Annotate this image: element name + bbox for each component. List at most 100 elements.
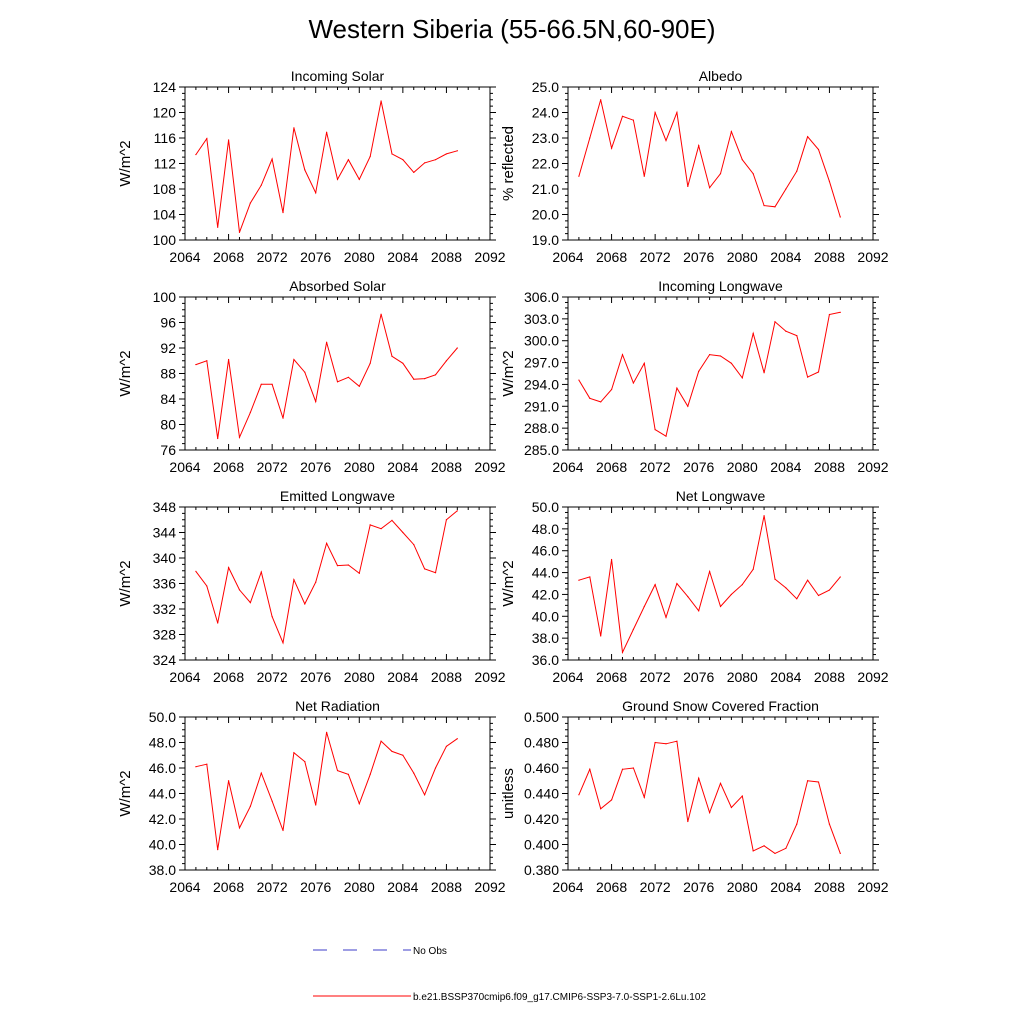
data-point [195, 363, 197, 366]
data-point [271, 800, 273, 802]
y-tick-label: 0.420 [524, 811, 559, 827]
data-point [315, 804, 317, 806]
x-tick-label: 2064 [552, 249, 583, 265]
data-point [304, 761, 306, 763]
data-point [217, 437, 219, 440]
y-tick-label: 42.0 [149, 811, 176, 827]
data-point [709, 353, 711, 356]
data-point [347, 376, 349, 378]
data-point [687, 596, 689, 598]
data-point [610, 147, 613, 149]
plot-frame [567, 506, 874, 661]
data-point [698, 145, 700, 147]
data-point [807, 579, 809, 581]
series-line [578, 740, 841, 854]
y-tick-label: 22.0 [532, 156, 559, 172]
data-point [358, 803, 360, 805]
y-tick-label: 340 [153, 550, 177, 566]
data-point [665, 139, 667, 142]
x-tick-label: 2072 [257, 249, 288, 265]
data-point [445, 153, 448, 155]
data-point [774, 852, 776, 855]
legend-obs-label: No Obs [413, 946, 447, 957]
data-point [445, 519, 448, 521]
data-point [424, 162, 426, 164]
data-point [610, 558, 613, 561]
data-point [358, 572, 360, 574]
data-point [730, 362, 732, 364]
data-point [807, 136, 809, 138]
y-tick-label: 42.0 [532, 586, 559, 602]
series-line [578, 311, 841, 437]
data-point [249, 411, 251, 413]
x-tick-label: 2064 [552, 459, 583, 475]
y-tick-label: 288.0 [524, 420, 559, 436]
panel-title: Emitted Longwave [280, 488, 395, 504]
panel-emitted-longwave: Emitted Longwave W/m^2 2064 2068 2072 2076 208… [117, 488, 506, 685]
data-point [600, 808, 602, 810]
y-tick-label: 100 [153, 232, 177, 248]
data-point [456, 738, 458, 740]
data-point [238, 827, 241, 829]
data-point [206, 763, 208, 765]
y-tick-label: 297.0 [524, 355, 559, 371]
data-point [227, 566, 230, 569]
data-point [249, 805, 251, 807]
y-tick-label: 0.480 [524, 735, 559, 751]
series-line [195, 100, 458, 233]
y-tick-label: 120 [153, 105, 177, 121]
data-point [654, 741, 656, 744]
data-point [380, 100, 382, 102]
panel-title: Incoming Solar [291, 68, 385, 84]
data-point [610, 388, 613, 391]
x-tick-label: 2068 [213, 459, 244, 475]
data-point [719, 355, 722, 357]
data-point [304, 603, 306, 605]
data-point [304, 371, 306, 373]
data-point [621, 768, 624, 770]
data-point [391, 519, 393, 521]
x-tick-label: 2080 [727, 879, 758, 895]
data-point [698, 370, 700, 372]
y-tick-label: 112 [154, 156, 177, 172]
data-point [676, 111, 678, 114]
y-tick-label: 291.0 [524, 398, 559, 414]
data-point [282, 211, 284, 214]
data-point [402, 362, 404, 364]
data-point [709, 812, 711, 814]
data-point [249, 202, 251, 204]
y-tick-label: 336 [153, 576, 177, 592]
data-point [698, 610, 700, 612]
y-tick-label: 46.0 [149, 760, 176, 776]
data-point [217, 622, 219, 624]
data-point [238, 436, 241, 438]
data-point [719, 782, 722, 784]
x-tick-label: 2092 [474, 669, 505, 685]
x-tick-label: 2076 [300, 879, 331, 895]
data-point [217, 849, 219, 851]
x-tick-label: 2084 [387, 669, 418, 685]
data-point [227, 139, 230, 141]
y-axis-label: W/m^2 [117, 140, 134, 186]
data-point [326, 731, 328, 733]
y-axis-label: unitless [500, 768, 517, 819]
y-tick-label: 124 [153, 79, 177, 95]
x-tick-label: 2092 [857, 669, 888, 685]
plot-frame [184, 716, 491, 871]
series-line [578, 515, 841, 655]
panel-title: Incoming Longwave [658, 278, 783, 294]
x-tick-label: 2064 [169, 879, 200, 895]
y-tick-label: 50.0 [149, 709, 176, 725]
data-point [424, 568, 426, 570]
y-tick-label: 38.0 [532, 630, 559, 646]
x-tick-label: 2084 [387, 879, 418, 895]
data-point [763, 515, 765, 517]
legend-model-label: b.e21.BSSP370cmip6.f09_g17.CMIP6-SSP3-7.… [413, 992, 706, 1003]
data-point [358, 385, 360, 387]
y-tick-label: 92 [160, 340, 176, 356]
data-point [730, 593, 732, 596]
data-point [238, 589, 241, 591]
y-tick-label: 76 [160, 442, 176, 458]
y-tick-label: 44.0 [532, 565, 559, 581]
data-point [271, 158, 273, 160]
